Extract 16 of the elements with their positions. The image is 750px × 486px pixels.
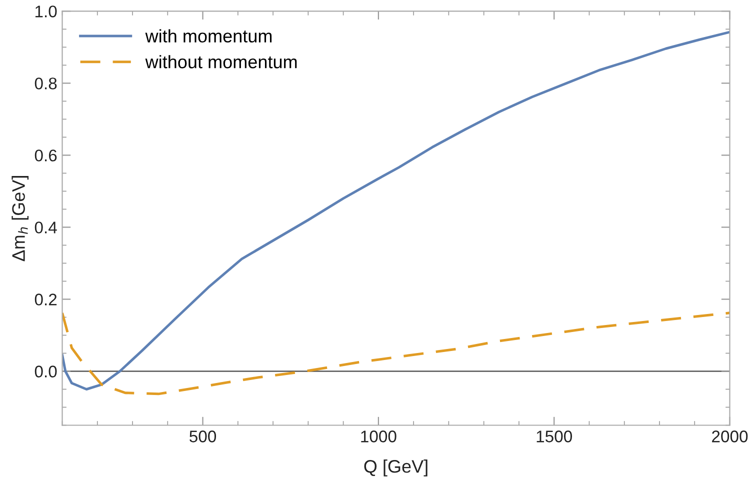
x-axis-title: Q [GeV] [364,460,428,476]
legend-label: with momentum [145,29,272,42]
y-tick-label: 0.2 [34,294,57,306]
y-tick-label: 0.6 [34,150,57,162]
x-tick-label: 2000 [712,430,748,442]
x-tick-label: 500 [190,430,216,442]
line-series [62,312,730,396]
line-series [62,30,730,390]
y-axis-title: Δm$_{h}$ [GeV] [12,176,29,262]
y-tick-label: 0.4 [34,222,57,234]
x-tick-label: 1000 [361,430,396,442]
legend-label: without momentum [145,55,297,68]
x-tick-label: 1500 [536,430,572,442]
y-tick-label: 0.0 [34,366,57,378]
y-tick-label: 0.8 [34,78,57,90]
y-tick-label: 1.0 [35,6,57,18]
